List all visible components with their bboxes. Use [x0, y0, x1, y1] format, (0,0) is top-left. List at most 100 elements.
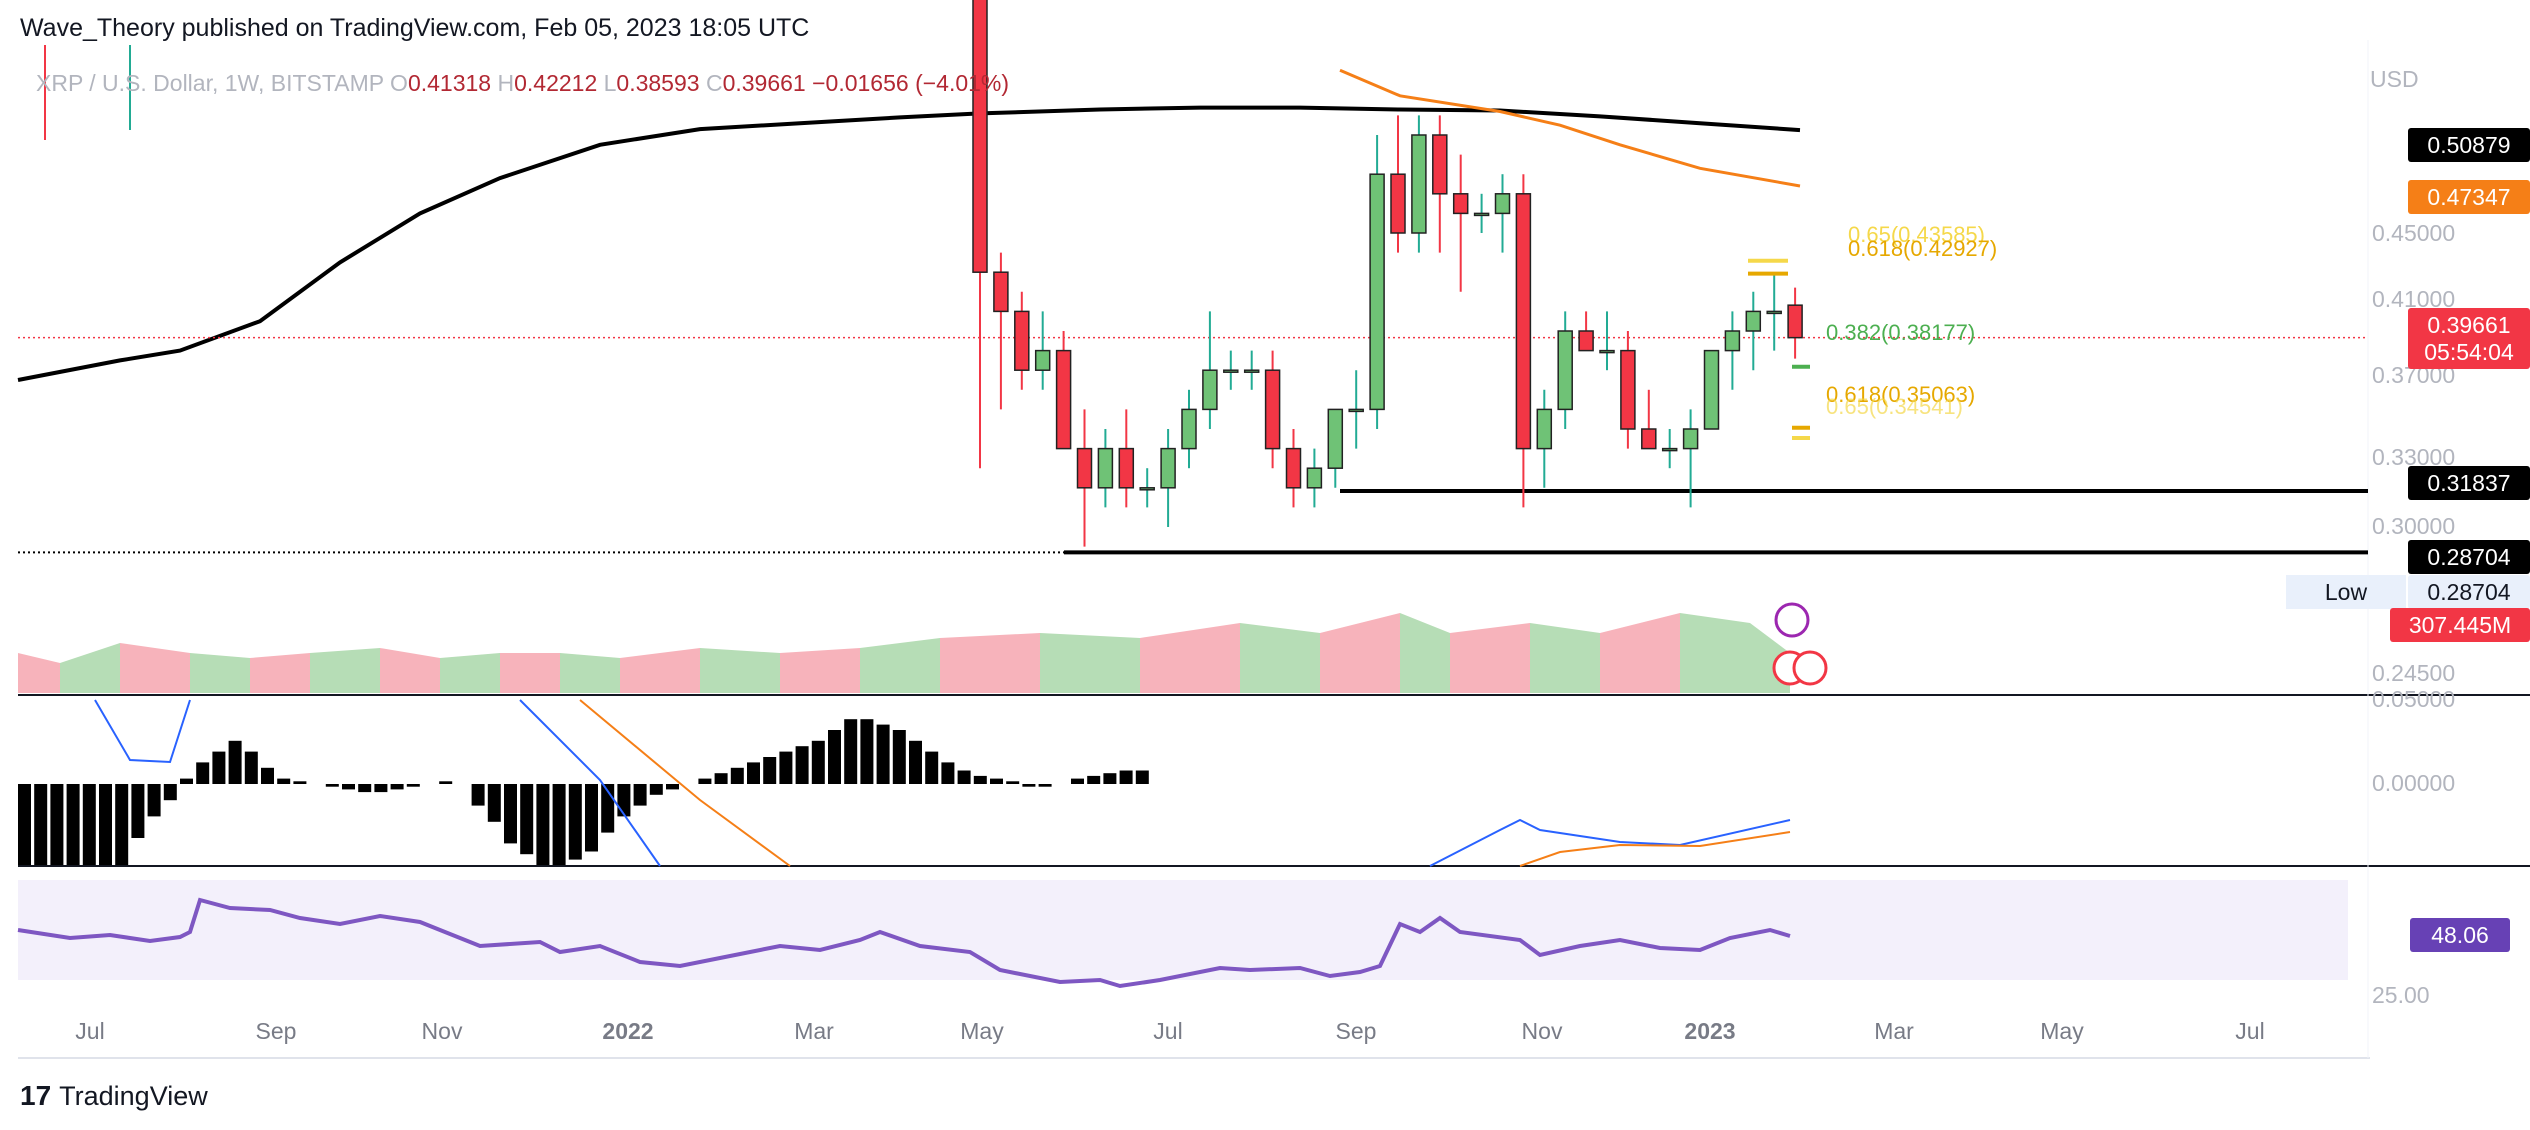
tradingview-footer[interactable]: 17 TradingView	[20, 1080, 208, 1112]
macd-bar	[1006, 781, 1020, 784]
macd-bar	[504, 784, 517, 844]
macd-bar	[50, 784, 64, 865]
macd-bar	[828, 730, 841, 784]
macd-bar	[406, 784, 420, 787]
low-label: L	[603, 70, 617, 96]
volume-area	[560, 653, 620, 693]
volume-area	[1680, 613, 1750, 693]
macd-bar	[730, 767, 744, 784]
candle-body	[1661, 447, 1678, 452]
candle-body	[1264, 369, 1281, 450]
countdown-badge: 05:54:04	[2408, 335, 2530, 369]
candle-body	[1076, 447, 1093, 489]
macd-bar	[876, 724, 890, 784]
macd-bar	[957, 770, 971, 784]
candle-body	[1014, 310, 1030, 371]
time-tick: Jul	[1153, 1018, 1183, 1044]
signal-line	[1519, 831, 1791, 867]
macd-bar	[552, 784, 566, 865]
candle-body	[1599, 349, 1615, 354]
price-tick: 0.24500	[2372, 660, 2456, 686]
candle-body	[1703, 349, 1720, 430]
candle-body	[1557, 330, 1573, 411]
macd-line	[519, 699, 661, 867]
price-layer	[17, 0, 2368, 555]
candle-body	[1494, 193, 1511, 215]
candle-body	[1787, 304, 1803, 339]
ma200-badge: 0.50879	[2408, 128, 2530, 162]
candle-body	[972, 0, 988, 273]
publisher-header: Wave_Theory published on TradingView.com…	[20, 14, 810, 42]
fib-label-lower-0618: 0.618(0.35063)	[1826, 382, 1976, 407]
macd-bar	[212, 751, 226, 784]
candle-body	[993, 271, 1009, 313]
price-tick: 0.30000	[2372, 513, 2456, 539]
fib-label-upper-0618: 0.618(0.42927)	[1848, 236, 1998, 261]
volume-area	[620, 648, 700, 693]
time-tick: 2022	[602, 1018, 654, 1044]
candle-body	[1515, 193, 1532, 450]
signal-line	[579, 699, 791, 867]
open-value: 0.41318	[407, 70, 492, 96]
macd-bar	[617, 784, 631, 817]
time-tick: 2023	[1684, 1018, 1736, 1044]
price-tick: 0.41000	[2372, 286, 2456, 312]
macd-bar	[585, 784, 598, 852]
volume-area	[1530, 623, 1600, 693]
time-tick: Jul	[2235, 1018, 2265, 1044]
time-tick: Jul	[75, 1018, 105, 1044]
macd-bar	[649, 784, 663, 795]
volume-area	[310, 648, 380, 693]
candle-body	[1285, 447, 1302, 489]
macd-bar	[860, 719, 874, 784]
macd-bar	[844, 719, 858, 784]
candle-body	[1118, 447, 1135, 489]
price-tick: 0.33000	[2372, 444, 2456, 470]
rsi-layer	[17, 897, 1791, 989]
macd-bar	[633, 784, 647, 806]
macd-bar	[1071, 778, 1084, 784]
ma50-line	[1339, 68, 1801, 188]
volume-area	[250, 653, 310, 693]
macd-bar	[1103, 773, 1117, 784]
high-value: 0.42212	[514, 70, 598, 96]
low-value: 0.38593	[616, 70, 700, 96]
macd-bar	[487, 784, 501, 822]
candle-body	[1369, 173, 1385, 411]
volume-area	[1140, 623, 1240, 693]
high-label: H	[497, 70, 515, 96]
ma200-line	[17, 105, 1801, 382]
macd-bar	[941, 762, 955, 784]
tradingview-brand: TradingView	[59, 1080, 208, 1111]
time-tick: May	[2040, 1018, 2084, 1044]
rsi-band	[18, 880, 2348, 980]
ma50-badge: 0.47347	[2408, 180, 2530, 214]
macd-bar	[698, 778, 712, 784]
tradingview-logo-icon: 17	[20, 1080, 52, 1111]
fib-label-lower-065: 0.65(0.34541)	[1826, 394, 1963, 419]
low-value-badge: 0.28704	[2408, 575, 2530, 609]
macd-bar	[747, 762, 760, 784]
macd-bar	[66, 784, 80, 865]
time-tick: Nov	[421, 1018, 463, 1044]
macd-bar	[147, 784, 161, 817]
candle-body	[1348, 408, 1364, 413]
volume-area	[1450, 623, 1530, 693]
change-value: −0.01656 (−4.01%)	[812, 70, 1010, 96]
macd-bar	[1022, 784, 1036, 787]
volume-area	[440, 653, 500, 693]
candle-body	[1432, 134, 1448, 195]
time-tick: Mar	[1874, 1018, 1914, 1044]
low-label-box: Low	[2286, 575, 2406, 609]
macd-bar	[18, 784, 31, 865]
candle-body	[1390, 173, 1406, 234]
macd-bar	[82, 784, 96, 865]
open-label: O	[390, 70, 408, 96]
candle-body	[1411, 134, 1427, 234]
candle-body	[1724, 330, 1741, 352]
macd-bar	[115, 784, 129, 865]
candle-body	[1223, 369, 1239, 373]
us-flag-icon	[1792, 650, 1828, 686]
rsi-badge: 48.06	[2410, 918, 2510, 952]
